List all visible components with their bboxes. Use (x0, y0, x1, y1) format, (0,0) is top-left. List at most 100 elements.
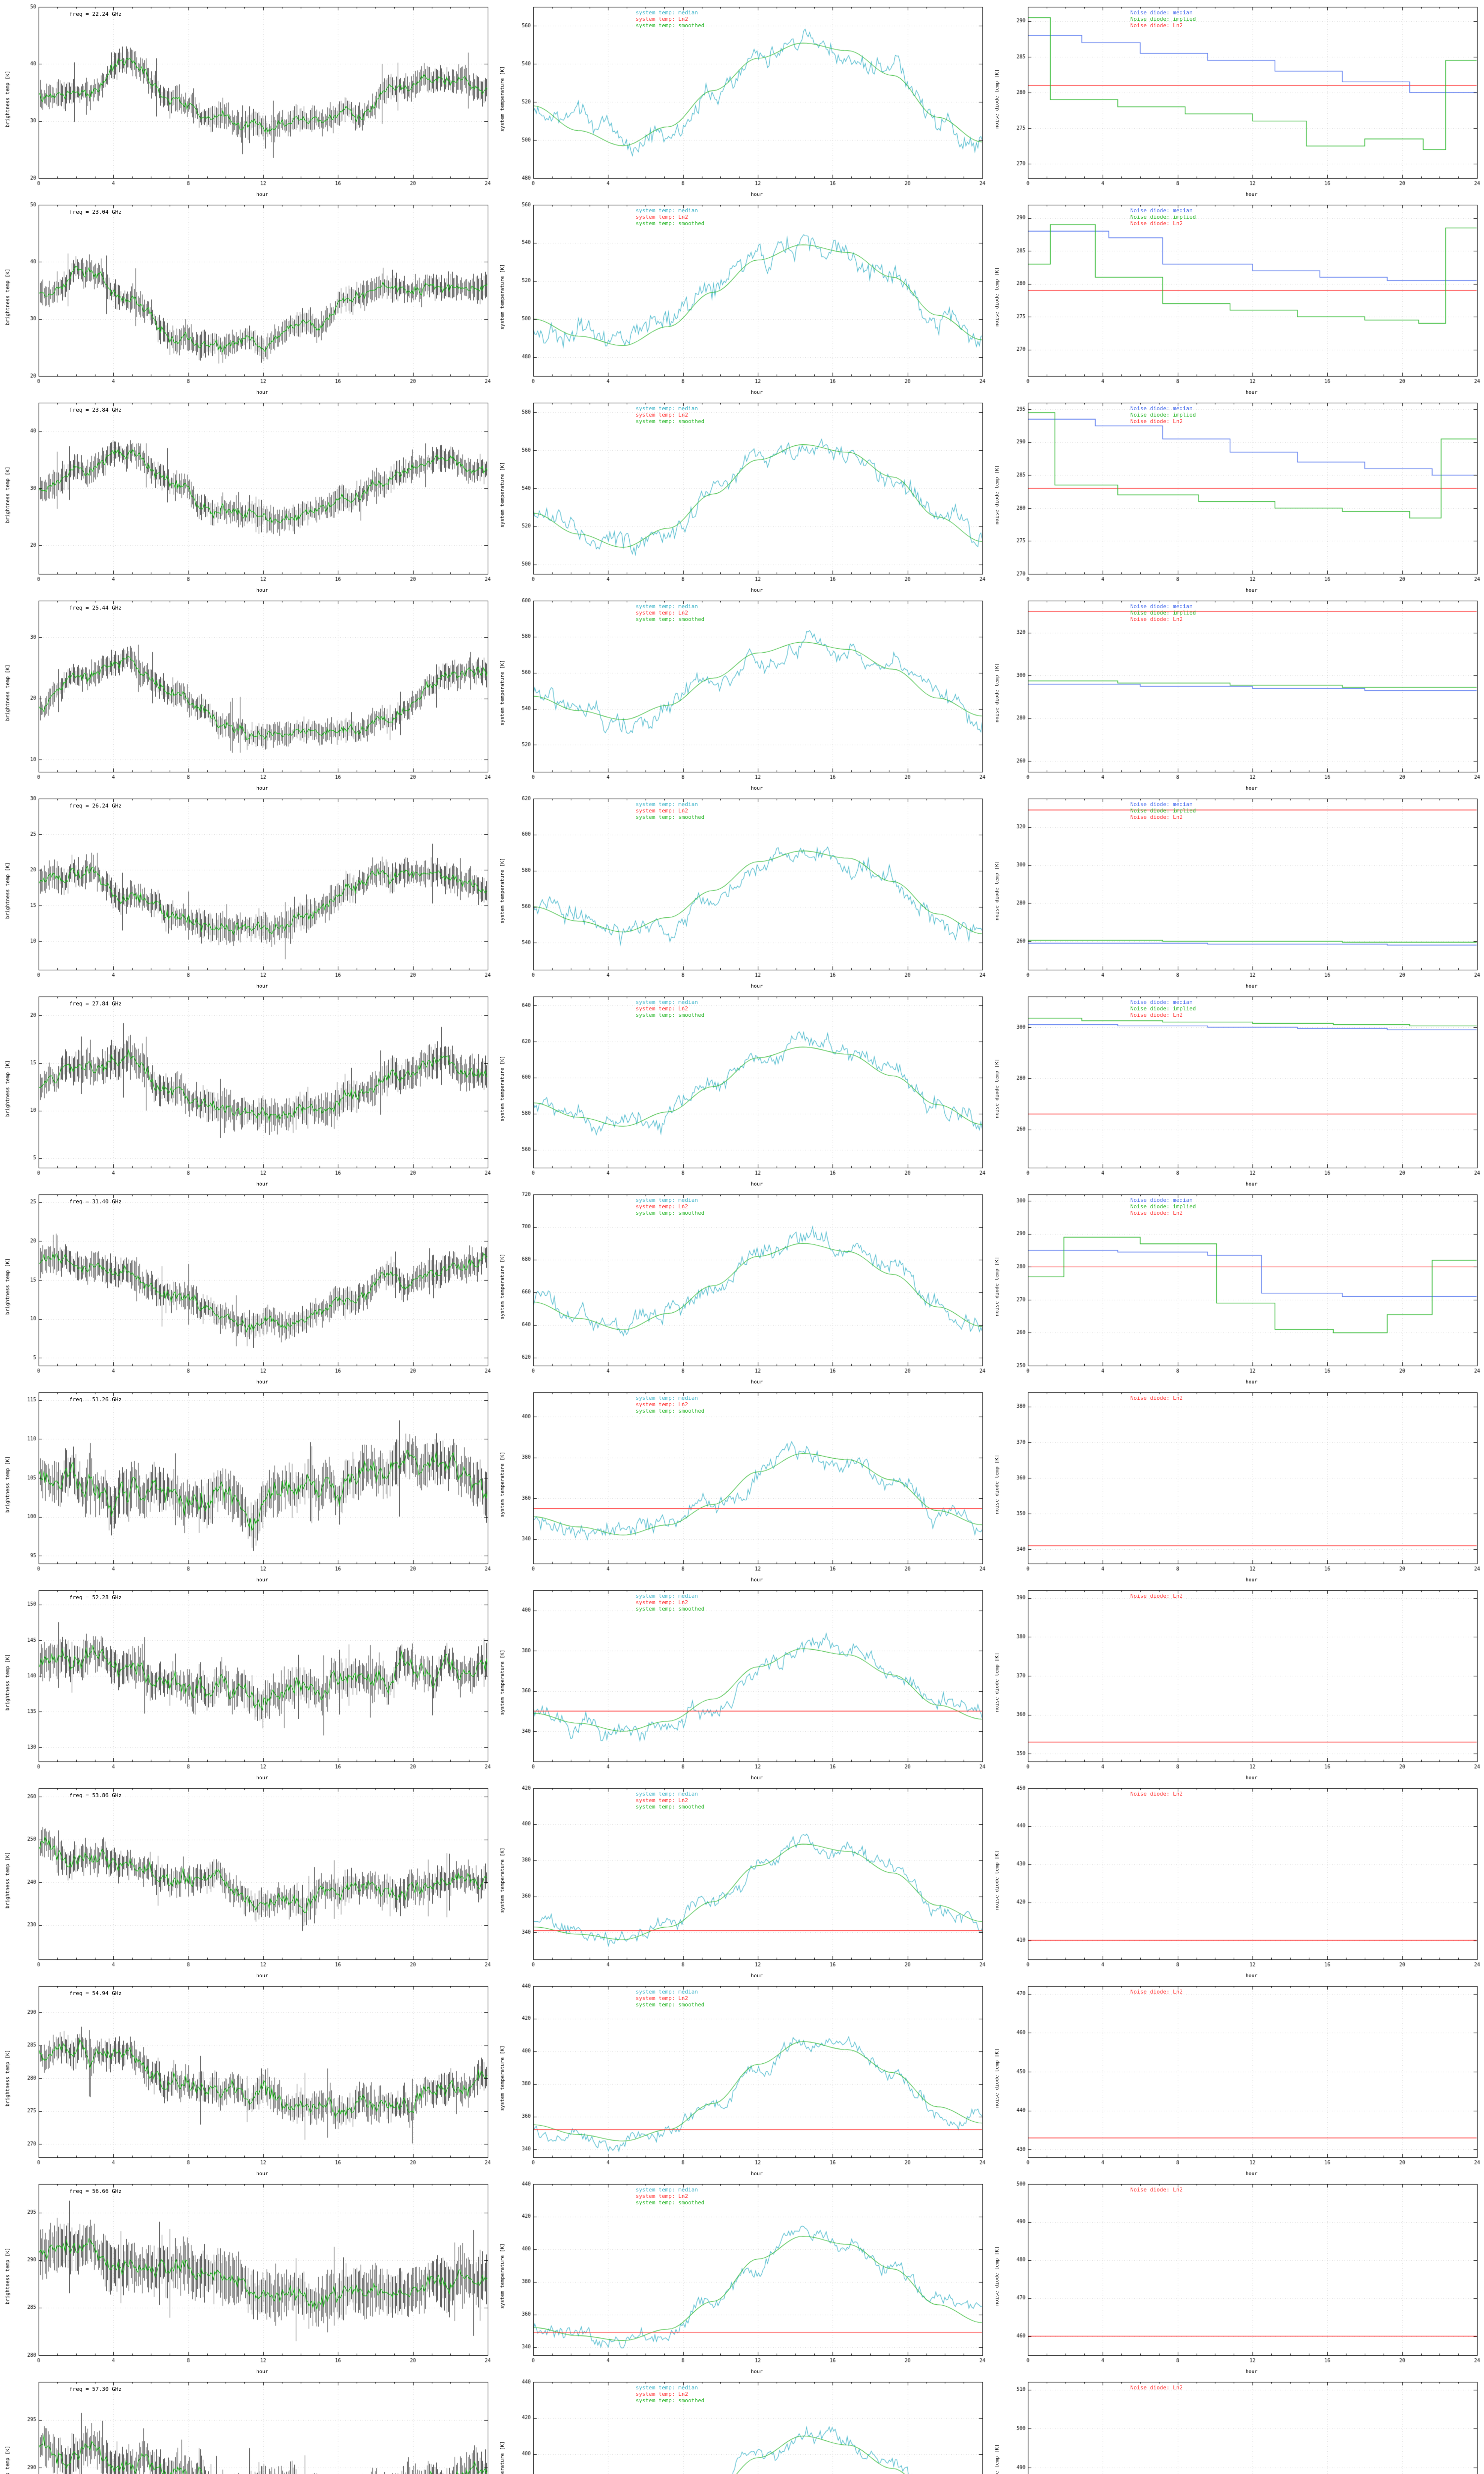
y-axis-label: system temperature [K] (500, 462, 506, 528)
noise-diode-legend: Noise diode: Ln2 (1130, 1395, 1183, 1401)
system-temp-legend: system temp: median system temp: Ln2 syste… (636, 9, 704, 29)
system-temp-legend: system temp: median system temp: Ln2 syste… (636, 1593, 704, 1612)
system-temp-legend: system temp: median system temp: Ln2 syste… (636, 2384, 704, 2404)
y-axis-label: system temperature [K] (500, 1847, 506, 1913)
brightness-plot-canvas (0, 396, 495, 594)
noise-diode-legend: Noise diode: median Noise diode: implied N… (1130, 603, 1196, 622)
legend-item: Noise diode: Ln2 (1130, 1210, 1183, 1216)
system-temp-plot-canvas (495, 396, 989, 594)
x-axis-label: hour (256, 1577, 269, 1583)
legend-item: Noise diode: median (1130, 603, 1193, 610)
legend-item: system temp: smoothed (636, 2001, 705, 2008)
legend-item: system temp: median (636, 405, 698, 412)
legend-item: system temp: Ln2 (636, 2193, 688, 2199)
noise-diode-plot-canvas (989, 198, 1484, 396)
noise-diode-plot-canvas (989, 594, 1484, 792)
brightness-plot-canvas (0, 0, 495, 198)
legend-item: system temp: smoothed (636, 2397, 705, 2404)
noise-diode-plot-canvas (989, 990, 1484, 1188)
x-axis-label: hour (750, 984, 763, 989)
x-axis-label: hour (256, 390, 269, 395)
system-temp-plot-canvas (495, 2375, 989, 2474)
legend-item: Noise diode: implied (1130, 610, 1196, 616)
system-temp-legend: system temp: median system temp: Ln2 syste… (636, 1197, 704, 1216)
freq-title: freq = 31.40 GHz (69, 1198, 122, 1205)
noise-diode-plot-canvas (989, 0, 1484, 198)
x-axis-label: hour (1245, 1577, 1258, 1583)
noise-diode-legend: Noise diode: Ln2 (1130, 2187, 1183, 2193)
freq-title: freq = 23.04 GHz (69, 209, 122, 215)
legend-item: system temp: median (636, 2384, 698, 2391)
plot-cell-noise-diode: Noise diode: median Noise diode: implied N… (989, 792, 1484, 990)
legend-item: system temp: smoothed (636, 616, 705, 622)
noise-diode-legend: Noise diode: Ln2 (1130, 1791, 1183, 1797)
y-axis-label: system temperature [K] (500, 2045, 506, 2111)
system-temp-legend: system temp: median system temp: Ln2 syste… (636, 405, 704, 425)
system-temp-legend: system temp: median system temp: Ln2 syste… (636, 1791, 704, 1810)
legend-item: Noise diode: Ln2 (1130, 814, 1183, 820)
x-axis-label: hour (1245, 2171, 1258, 2177)
plot-cell-noise-diode: Noise diode: Ln2 noise diode temp [K] ho… (989, 1385, 1484, 1583)
freq-title: freq = 25.44 GHz (69, 605, 122, 611)
plot-cell-system-temp: system temp: median system temp: Ln2 syste… (495, 1188, 989, 1385)
brightness-plot-canvas (0, 792, 495, 990)
plot-cell-system-temp: system temp: median system temp: Ln2 syste… (495, 2177, 989, 2375)
plot-cell-brightness: freq = 26.24 GHz brightness temp [K] hou… (0, 792, 495, 990)
legend-item: system temp: median (636, 1395, 698, 1401)
legend-item: Noise diode: implied (1130, 808, 1196, 814)
plot-cell-brightness: freq = 23.04 GHz brightness temp [K] hou… (0, 198, 495, 396)
brightness-plot-canvas (0, 198, 495, 396)
x-axis-label: hour (256, 1182, 269, 1187)
brightness-plot-canvas (0, 2375, 495, 2474)
y-axis-label: noise diode temp [K] (994, 1652, 1000, 1713)
legend-item: Noise diode: implied (1130, 412, 1196, 418)
plot-cell-noise-diode: Noise diode: Ln2 noise diode temp [K] ho… (989, 1781, 1484, 1979)
noise-diode-legend: Noise diode: Ln2 (1130, 1593, 1183, 1599)
legend-item: system temp: smoothed (636, 220, 705, 227)
legend-item: system temp: smoothed (636, 1606, 705, 1612)
system-temp-legend: system temp: median system temp: Ln2 syste… (636, 999, 704, 1018)
noise-diode-legend: Noise diode: median Noise diode: implied N… (1130, 9, 1196, 29)
noise-diode-plot-canvas (989, 1583, 1484, 1781)
brightness-plot-canvas (0, 1979, 495, 2177)
plot-cell-noise-diode: Noise diode: median Noise diode: implied N… (989, 990, 1484, 1188)
legend-item: Noise diode: implied (1130, 214, 1196, 220)
noise-diode-plot-canvas (989, 1188, 1484, 1385)
x-axis-label: hour (256, 1775, 269, 1781)
legend-item: Noise diode: Ln2 (1130, 2384, 1183, 2391)
noise-diode-plot-canvas (989, 1979, 1484, 2177)
legend-item: Noise diode: Ln2 (1130, 1791, 1183, 1797)
plot-cell-noise-diode: Noise diode: Ln2 noise diode temp [K] ho… (989, 1979, 1484, 2177)
system-temp-plot-canvas (495, 198, 989, 396)
system-temp-legend: system temp: median system temp: Ln2 syste… (636, 1395, 704, 1414)
legend-item: system temp: Ln2 (636, 610, 688, 616)
y-axis-label: system temperature [K] (500, 1451, 506, 1518)
plot-cell-system-temp: system temp: median system temp: Ln2 syste… (495, 0, 989, 198)
plot-cell-noise-diode: Noise diode: Ln2 noise diode temp [K] ho… (989, 1583, 1484, 1781)
brightness-plot-canvas (0, 2177, 495, 2375)
legend-item: Noise diode: Ln2 (1130, 1989, 1183, 1995)
x-axis-label: hour (750, 1577, 763, 1583)
legend-item: Noise diode: median (1130, 207, 1193, 214)
y-axis-label: brightness temp [K] (5, 70, 11, 128)
legend-item: Noise diode: implied (1130, 1005, 1196, 1012)
plot-cell-brightness: freq = 56.66 GHz brightness temp [K] hou… (0, 2177, 495, 2375)
legend-item: system temp: median (636, 2187, 698, 2193)
y-axis-label: system temperature [K] (500, 660, 506, 726)
plot-cell-noise-diode: Noise diode: median Noise diode: implied N… (989, 1188, 1484, 1385)
legend-item: system temp: smoothed (636, 418, 705, 425)
noise-diode-legend: Noise diode: Ln2 (1130, 1989, 1183, 1995)
legend-item: system temp: median (636, 603, 698, 610)
x-axis-label: hour (256, 1380, 269, 1385)
legend-item: system temp: median (636, 9, 698, 16)
noise-diode-legend: Noise diode: median Noise diode: implied N… (1130, 207, 1196, 227)
plot-cell-system-temp: system temp: median system temp: Ln2 syste… (495, 594, 989, 792)
x-axis-label: hour (750, 2369, 763, 2375)
plot-cell-system-temp: system temp: median system temp: Ln2 syste… (495, 792, 989, 990)
legend-item: Noise diode: median (1130, 801, 1193, 808)
legend-item: system temp: median (636, 801, 698, 808)
x-axis-label: hour (750, 1182, 763, 1187)
legend-item: system temp: smoothed (636, 1804, 705, 1810)
x-axis-label: hour (1245, 1380, 1258, 1385)
